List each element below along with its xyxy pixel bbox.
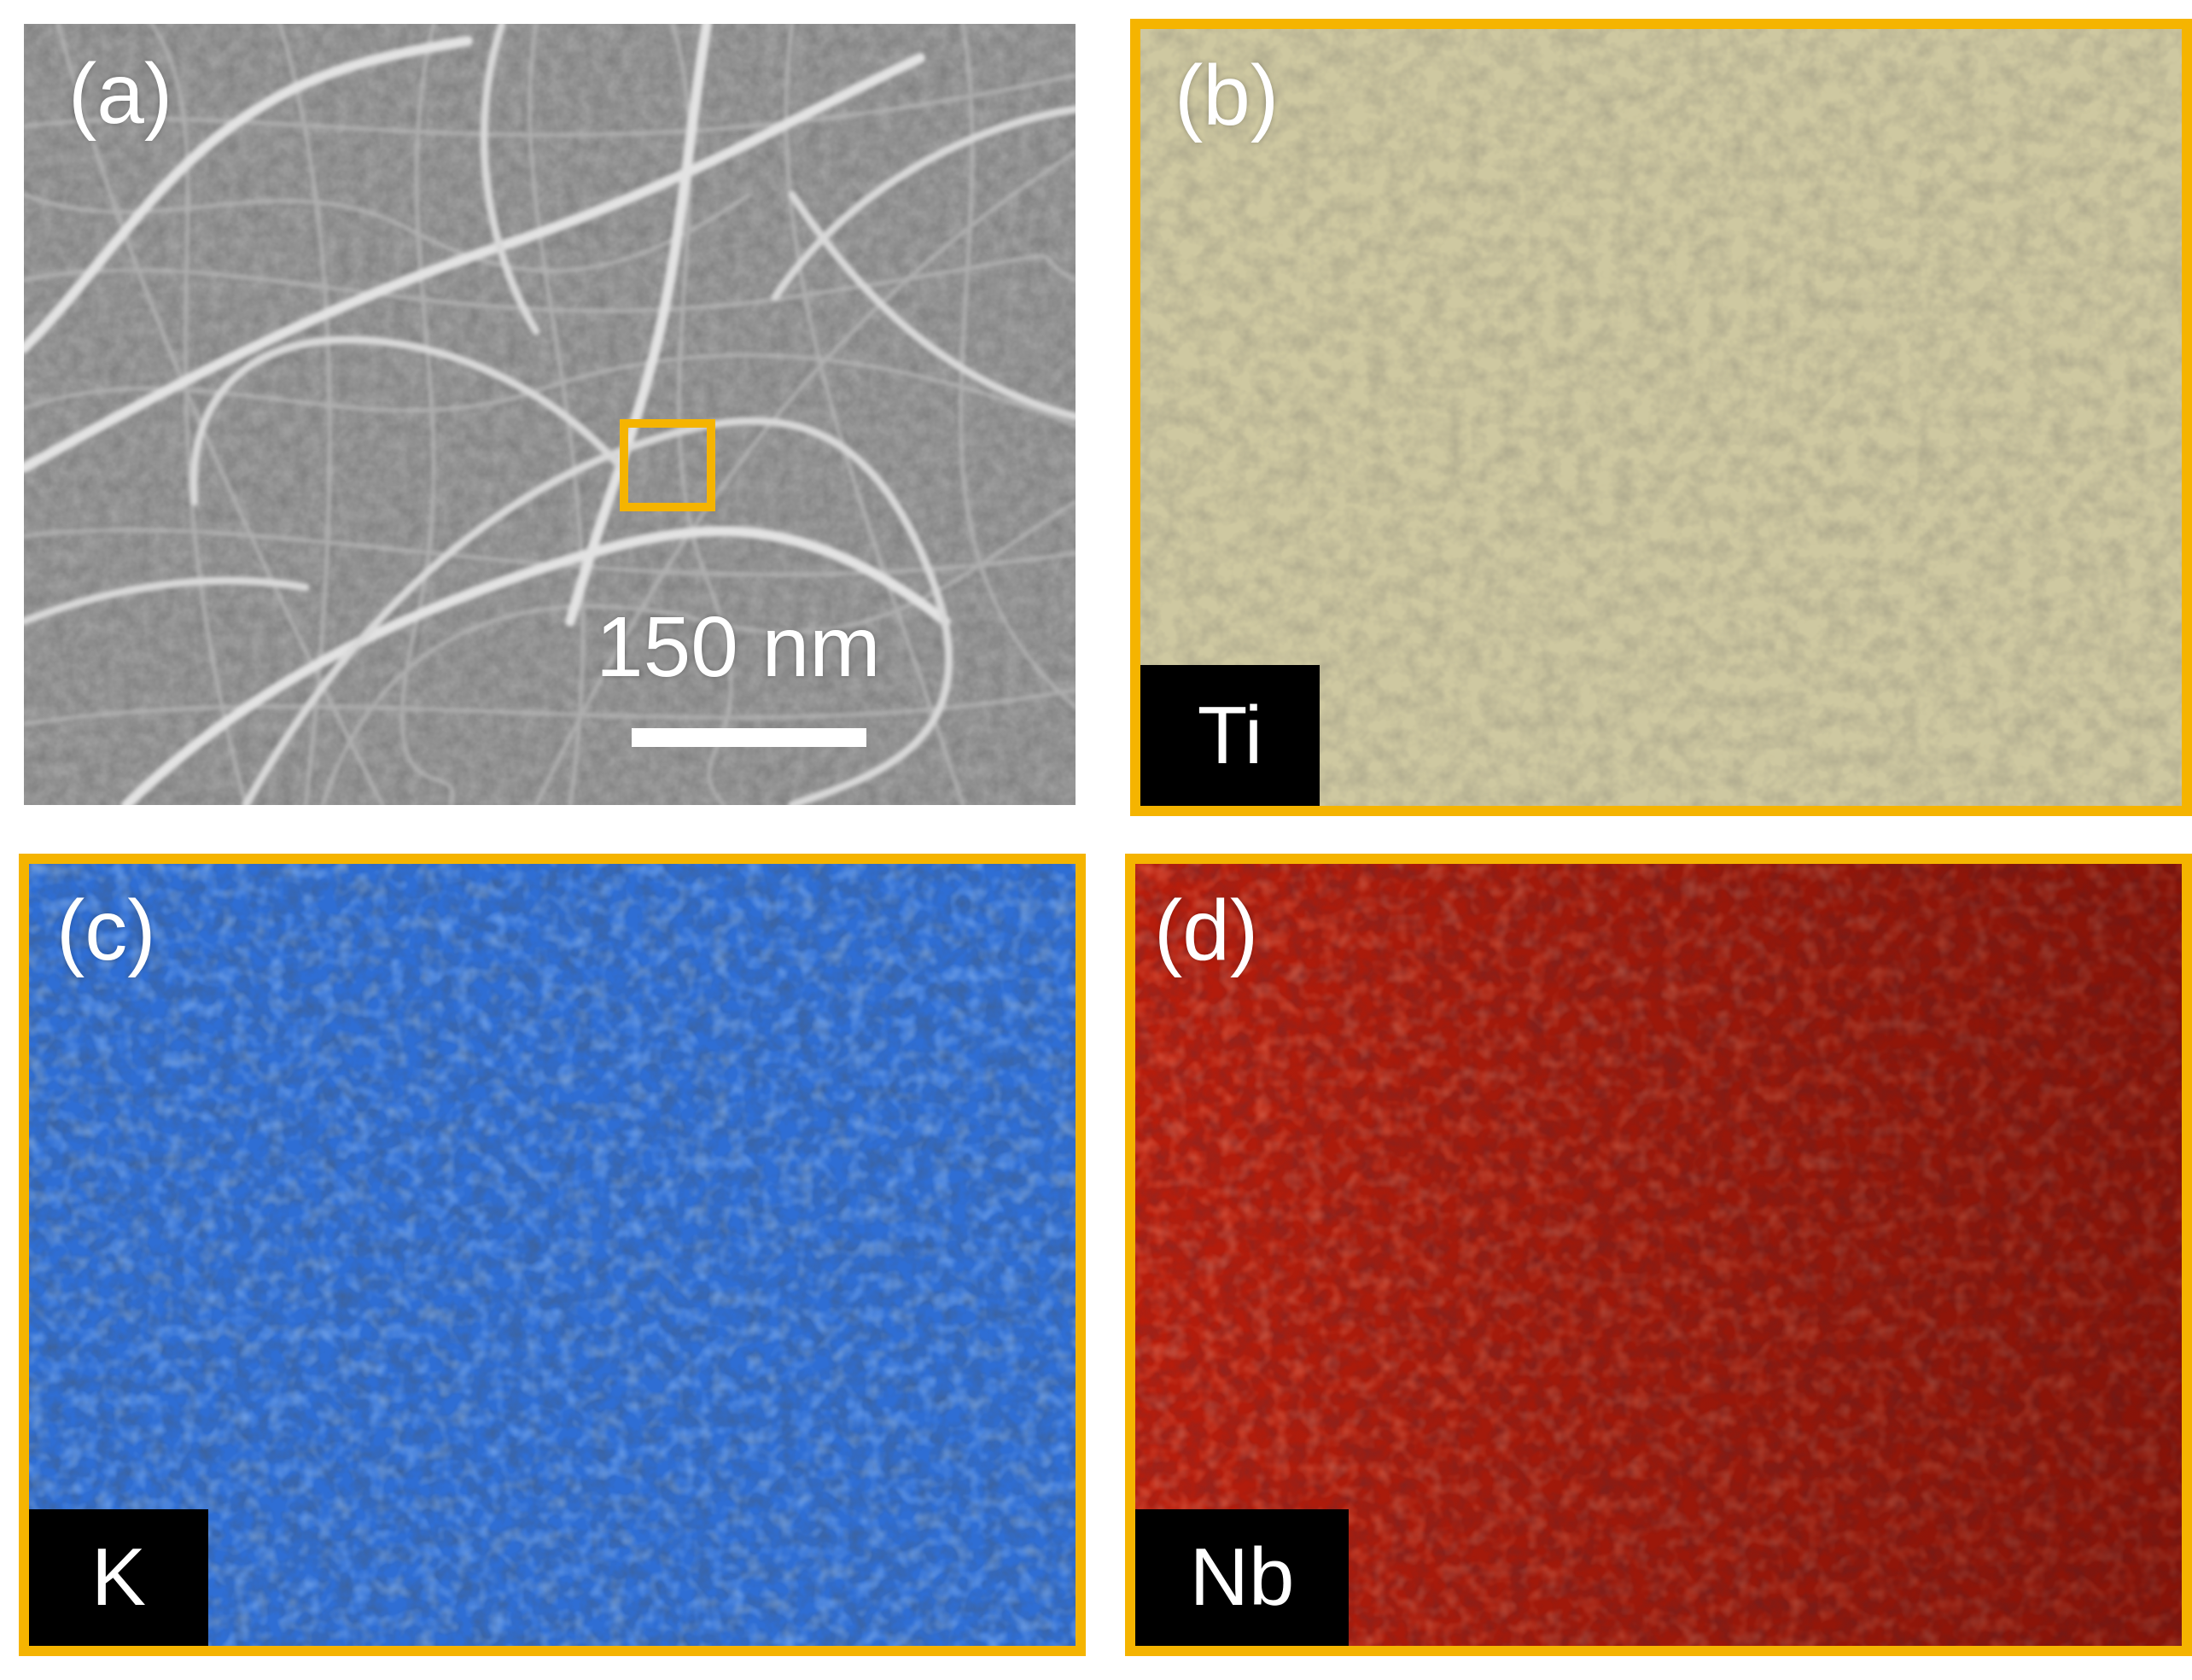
element-tag-nb: Nb (1135, 1509, 1349, 1646)
k-map-panel: (c) K (19, 854, 1086, 1656)
panel-label-a: (a) (68, 46, 173, 142)
scale-bar-label: 150 nm (596, 599, 881, 695)
scale-bar (632, 728, 866, 747)
panel-label-c: (c) (56, 883, 156, 978)
panel-label-b: (b) (1175, 48, 1280, 143)
nb-map-panel: (d) Nb (1125, 854, 2192, 1656)
element-tag-ti: Ti (1140, 665, 1320, 806)
sem-image-panel: (a) 150 nm (24, 24, 1076, 805)
panel-label-d: (d) (1154, 883, 1259, 978)
ti-map-panel: (b) Ti (1130, 19, 2192, 816)
element-tag-k: K (29, 1509, 208, 1646)
sem-nanofiber-image (24, 24, 1076, 805)
zoom-region-box (620, 419, 715, 511)
